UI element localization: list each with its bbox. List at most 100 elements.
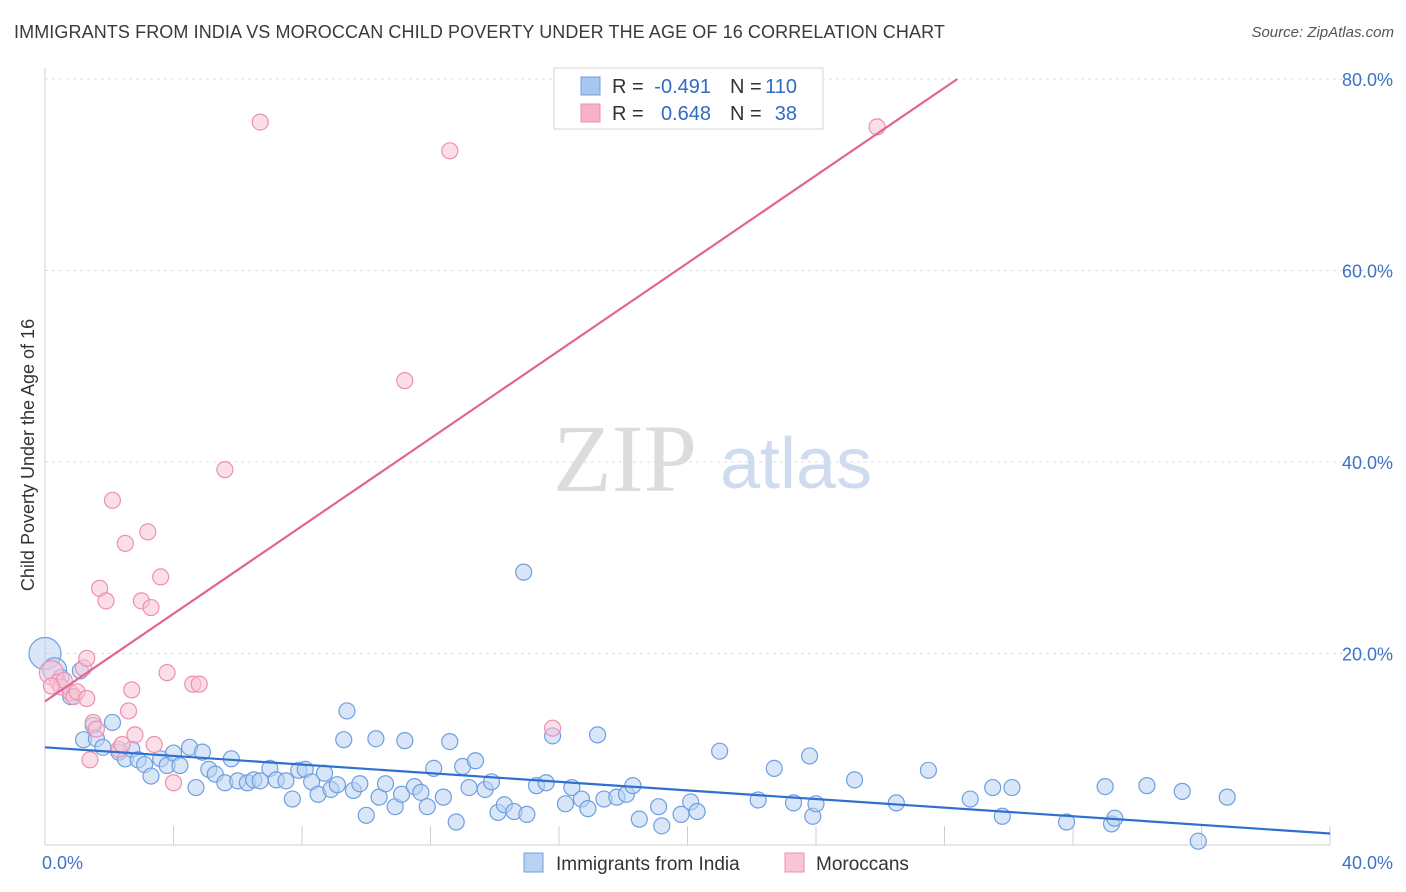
point-india [800, 747, 819, 765]
point-india [187, 778, 205, 797]
point-india [103, 713, 122, 732]
chart-title: IMMIGRANTS FROM INDIA VS MOROCCAN CHILD … [14, 22, 945, 42]
point-india [466, 752, 485, 770]
stats-n-label-moroccans: N = [730, 103, 762, 125]
point-moroccans [87, 720, 106, 738]
point-india [630, 810, 648, 828]
point-india [579, 800, 597, 818]
point-india [142, 767, 160, 785]
point-moroccans [116, 534, 134, 552]
point-india [396, 732, 414, 750]
stats-swatch-india [580, 76, 601, 96]
y-tick-label-60: 60.0% [1342, 262, 1393, 282]
point-moroccans [145, 735, 163, 754]
point-india [919, 761, 938, 779]
trend-line-india [44, 746, 1331, 835]
point-moroccans [78, 689, 96, 708]
point-india [556, 795, 575, 813]
point-india [94, 738, 112, 756]
point-india [1189, 832, 1207, 850]
trend-lines [44, 78, 1331, 835]
legend-swatch-moroccans [784, 852, 805, 873]
point-india [765, 759, 783, 778]
point-india [984, 778, 1002, 797]
point-india [1003, 778, 1021, 797]
point-moroccans [543, 719, 562, 737]
watermark-atlas: atlas [720, 424, 872, 504]
point-india [328, 776, 346, 794]
point-india [688, 802, 706, 821]
point-moroccans [152, 568, 170, 586]
point-india [845, 771, 864, 789]
source-label: Source: ZipAtlas.com [1251, 24, 1394, 41]
point-moroccans [78, 649, 96, 667]
point-india [1218, 788, 1236, 806]
point-india [277, 772, 295, 790]
point-india [193, 743, 212, 761]
watermark-zip: ZIP [553, 405, 697, 512]
stats-r-label-india: R = [612, 76, 644, 98]
point-india [357, 806, 375, 824]
point-india [412, 783, 430, 801]
point-moroccans [158, 664, 176, 682]
point-moroccans [97, 592, 115, 610]
point-india [460, 778, 478, 797]
trend-line-moroccans [44, 78, 958, 703]
y-axis-title: Child Poverty Under the Age of 16 [18, 319, 38, 591]
point-moroccans [441, 142, 459, 160]
point-india [338, 702, 356, 720]
point-india [1096, 777, 1114, 796]
legend-label-moroccans: Moroccans [816, 854, 909, 875]
point-moroccans [164, 774, 183, 792]
legend-swatch-india [523, 852, 544, 873]
point-india [418, 798, 436, 816]
point-india [653, 817, 671, 835]
y-tick-label-80: 80.0% [1342, 70, 1393, 90]
x-tick-label-40: 40.0% [1342, 853, 1393, 873]
point-india [887, 794, 905, 812]
point-india [537, 774, 555, 792]
point-india [1057, 813, 1076, 831]
data-points [28, 113, 1236, 850]
stats-n-value-moroccans: 38 [775, 103, 797, 125]
point-moroccans [126, 726, 144, 744]
point-moroccans [81, 751, 99, 769]
stats-swatch-moroccans [580, 103, 601, 123]
stats-r-label-moroccans: R = [612, 103, 644, 125]
point-india [392, 785, 411, 803]
point-india [961, 790, 979, 808]
point-moroccans [251, 113, 269, 131]
stats-n-label-india: N = [730, 76, 762, 98]
stats-r-value-moroccans: 0.648 [661, 103, 711, 125]
point-india [649, 798, 668, 816]
point-moroccans [396, 372, 414, 390]
point-moroccans [216, 461, 234, 479]
point-india [171, 756, 189, 775]
point-india [447, 813, 465, 831]
point-india [515, 563, 533, 581]
point-india [711, 742, 729, 760]
grid-lines [45, 78, 1393, 654]
stats-legend: R = -0.491 N = 110 R = 0.648 N = 38 [553, 67, 824, 130]
point-moroccans [142, 598, 160, 617]
y-tick-label-40: 40.0% [1342, 453, 1393, 473]
point-moroccans [103, 491, 122, 509]
point-moroccans [123, 681, 141, 699]
point-moroccans [119, 702, 138, 720]
point-moroccans [190, 675, 208, 693]
point-india [518, 805, 536, 823]
series-legend: Immigrants from India Moroccans [523, 852, 909, 875]
stats-r-value-india: -0.491 [654, 76, 711, 98]
point-india [376, 775, 395, 793]
point-india [335, 731, 353, 749]
x-tick-label-0: 0.0% [42, 853, 83, 873]
point-india [1138, 777, 1156, 795]
point-india [351, 775, 369, 793]
watermark: ZIP atlas [553, 405, 872, 512]
point-india [1173, 782, 1191, 800]
point-moroccans [42, 677, 61, 695]
point-india [315, 764, 334, 782]
point-india [588, 726, 607, 744]
point-india [434, 788, 452, 806]
